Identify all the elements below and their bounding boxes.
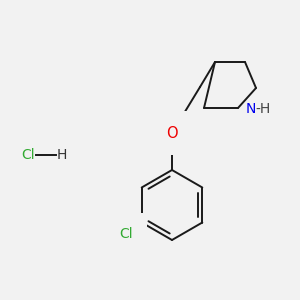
- Text: N: N: [246, 102, 256, 116]
- Text: -H: -H: [255, 102, 270, 116]
- Text: O: O: [166, 125, 178, 140]
- Text: H: H: [57, 148, 67, 162]
- Text: Cl: Cl: [21, 148, 35, 162]
- Text: Cl: Cl: [119, 226, 133, 241]
